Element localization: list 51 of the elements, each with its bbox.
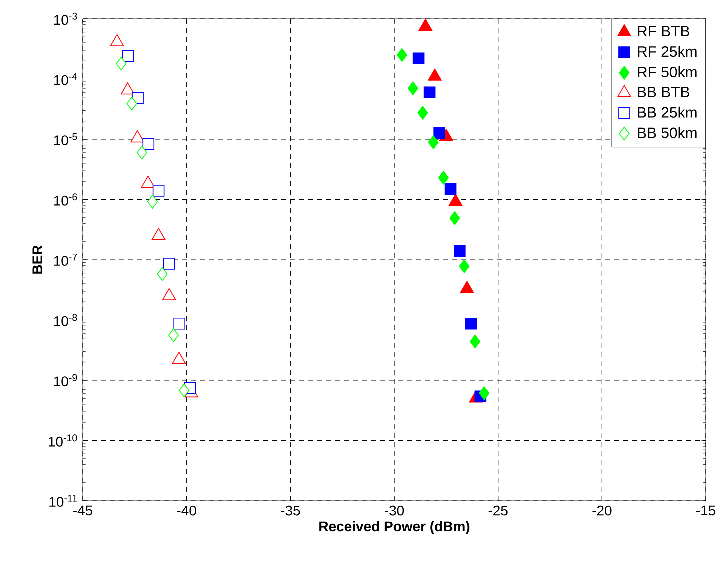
y-tick-label: 10$^{-3}$ — [54, 12, 78, 26]
x-tick-label: -45 — [74, 506, 93, 516]
point — [454, 245, 466, 258]
point — [164, 258, 176, 270]
point — [142, 138, 155, 150]
point — [126, 96, 138, 111]
point — [479, 386, 490, 400]
legend-label: RF BTB — [638, 26, 690, 37]
x-tick-label: -40 — [177, 506, 196, 516]
y-axis-title: BER — [32, 246, 42, 274]
point — [444, 183, 457, 196]
y-tick-label: 10$^{-8}$ — [54, 314, 78, 326]
legend-label: RF 50km — [638, 66, 697, 78]
y-tick-label: 10$^{-4}$ — [54, 73, 78, 86]
x-tick-label: -35 — [281, 506, 300, 516]
y-tick-label: 10$^{-7}$ — [54, 254, 78, 266]
point — [136, 146, 148, 160]
point — [396, 48, 408, 62]
point — [459, 260, 470, 274]
x-tick-label: -30 — [385, 506, 404, 516]
y-tick-label: 10$^{-9}$ — [54, 374, 78, 387]
legend-label: BB 25km — [638, 106, 697, 118]
y-tick-label: 10$^{-6}$ — [54, 194, 78, 206]
point — [148, 195, 158, 209]
point — [122, 50, 134, 62]
x-tick-label: -25 — [488, 506, 508, 516]
x-tick-label: -20 — [592, 506, 612, 516]
point — [116, 56, 127, 71]
point — [168, 328, 180, 342]
point — [434, 127, 446, 140]
legend-label: BB BTB — [638, 87, 690, 98]
point — [412, 52, 425, 65]
point — [470, 334, 481, 349]
y-tick-label: 10$^{-10}$ — [48, 434, 78, 447]
point — [418, 106, 428, 120]
point — [428, 136, 439, 150]
point — [408, 82, 418, 96]
legend-label: BB 50km — [638, 127, 697, 138]
point — [450, 212, 460, 226]
point — [465, 318, 478, 330]
point — [424, 86, 436, 99]
y-tick-label: 10$^{-11}$ — [50, 494, 78, 508]
point — [438, 171, 449, 185]
x-tick-label: -15 — [696, 506, 716, 516]
point — [157, 267, 168, 282]
y-tick-label: 10$^{-5}$ — [54, 133, 78, 146]
point — [179, 384, 190, 398]
point — [174, 318, 186, 330]
x-axis-title: Received Power (dBm) — [320, 521, 470, 534]
point — [152, 185, 165, 197]
legend-label: RF 25km — [638, 46, 697, 58]
